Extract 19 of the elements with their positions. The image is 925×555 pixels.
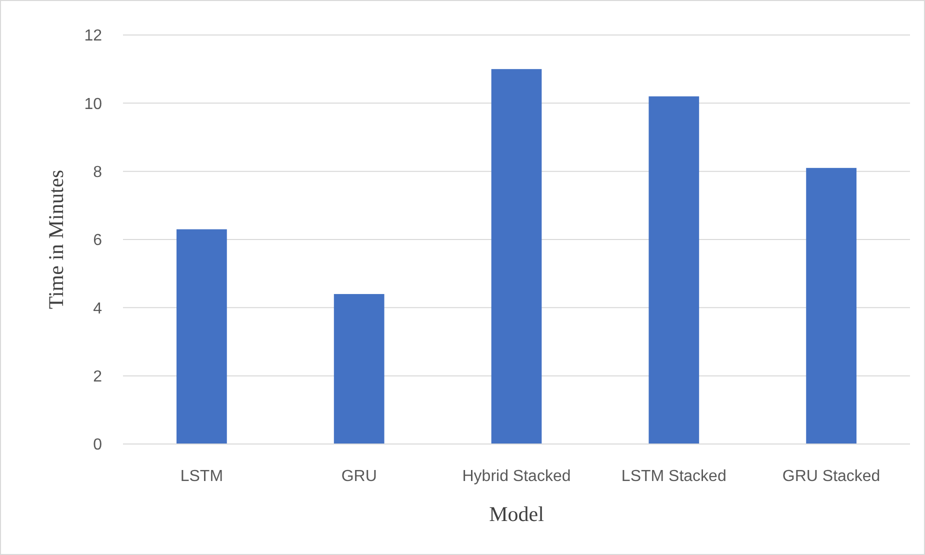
x-tick-label: GRU Stacked	[782, 468, 880, 485]
x-tick-label: LSTM	[180, 468, 224, 485]
y-tick-label: 0	[93, 436, 102, 454]
y-tick-label: 10	[84, 96, 102, 113]
y-axis-title: Time in Minutes	[44, 170, 68, 310]
bar	[648, 96, 700, 444]
bar	[176, 229, 227, 444]
y-tick-label: 8	[93, 164, 102, 181]
y-tick-label: 12	[84, 28, 102, 45]
y-tick-label: 2	[93, 368, 102, 386]
x-axis-title: Model	[489, 502, 544, 526]
bar	[491, 69, 542, 444]
x-tick-label: Hybrid Stacked	[462, 468, 571, 485]
x-tick-label: LSTM Stacked	[621, 468, 726, 485]
bar	[334, 294, 384, 444]
y-tick-label: 6	[93, 232, 102, 250]
y-tick-label: 4	[93, 300, 102, 318]
x-tick-label: GRU	[341, 468, 377, 485]
bar	[806, 168, 856, 444]
